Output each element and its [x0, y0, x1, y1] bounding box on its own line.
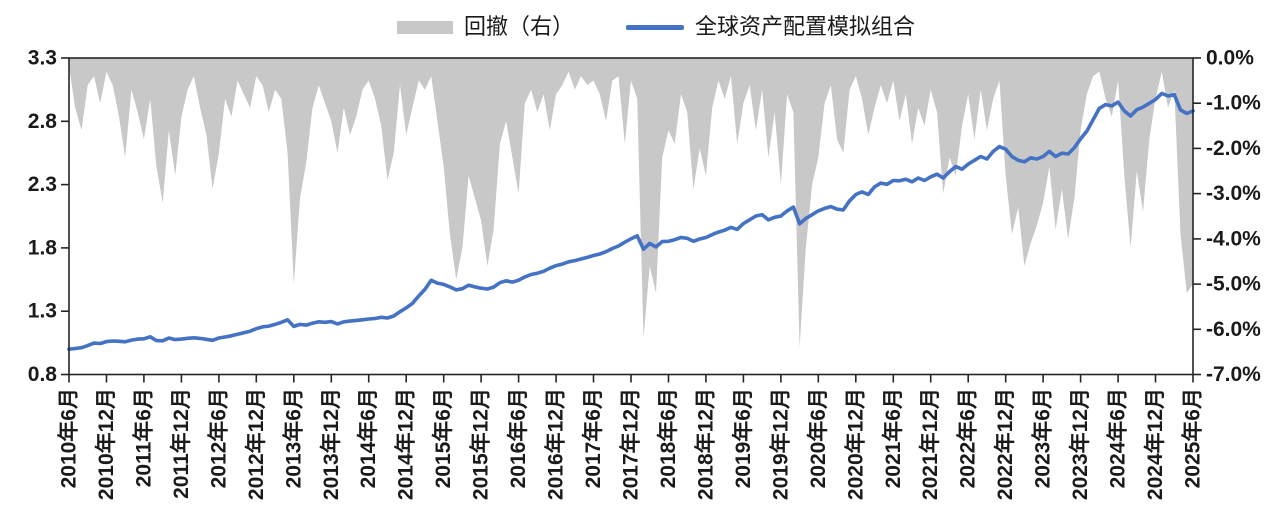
svg-text:2010年12月: 2010年12月	[94, 388, 118, 500]
svg-text:-5.0%: -5.0%	[1206, 273, 1261, 296]
svg-text:2015年6月: 2015年6月	[431, 388, 455, 488]
svg-text:2012年12月: 2012年12月	[244, 388, 268, 500]
svg-text:2017年12月: 2017年12月	[619, 388, 643, 500]
svg-text:2020年12月: 2020年12月	[843, 388, 867, 500]
svg-text:2012年6月: 2012年6月	[206, 388, 230, 488]
right-axis-labels: 0.0% -1.0% -2.0% -3.0% -4.0% -5.0% -6.0% -7.0%	[1206, 47, 1261, 387]
svg-text:2016年6月: 2016年6月	[506, 388, 530, 488]
svg-text:2013年6月: 2013年6月	[281, 388, 305, 488]
svg-text:2020年6月: 2020年6月	[806, 388, 830, 488]
svg-text:2.3: 2.3	[28, 173, 57, 196]
svg-text:2021年12月: 2021年12月	[918, 388, 942, 500]
svg-text:2016年12月: 2016年12月	[544, 388, 568, 500]
svg-text:2019年6月: 2019年6月	[731, 388, 755, 488]
svg-text:2018年6月: 2018年6月	[656, 388, 680, 488]
svg-text:2019年12月: 2019年12月	[768, 388, 792, 500]
svg-text:0.0%: 0.0%	[1206, 47, 1254, 70]
svg-text:2014年6月: 2014年6月	[356, 388, 380, 488]
svg-text:2.8: 2.8	[28, 110, 58, 133]
svg-text:2010年6月: 2010年6月	[57, 388, 81, 488]
svg-text:-6.0%: -6.0%	[1206, 318, 1261, 341]
svg-text:2014年12月: 2014年12月	[394, 388, 418, 500]
portfolio-line-swatch-icon	[626, 24, 684, 30]
svg-text:1.8: 1.8	[28, 236, 58, 259]
svg-text:2023年6月: 2023年6月	[1031, 388, 1055, 488]
svg-text:2011年6月: 2011年6月	[131, 388, 155, 487]
svg-text:2011年12月: 2011年12月	[169, 388, 193, 499]
svg-text:2024年6月: 2024年6月	[1106, 388, 1130, 488]
x-axis-labels: 2010年6月 2010年12月 2011年6月 2011年12月 2012年6月 201…	[57, 388, 1205, 500]
svg-text:0.8: 0.8	[28, 363, 58, 386]
legend-item-drawdown[interactable]: 回撤（右）	[396, 14, 574, 39]
drawdown-area-swatch-icon	[396, 20, 453, 34]
legend-label-portfolio: 全球资产配置模拟组合	[695, 14, 916, 39]
svg-text:2021年6月: 2021年6月	[881, 388, 905, 488]
svg-text:-1.0%: -1.0%	[1206, 92, 1261, 115]
svg-text:1.3: 1.3	[28, 300, 57, 323]
svg-text:3.3: 3.3	[28, 47, 57, 70]
plot-frame	[61, 57, 1201, 383]
svg-text:2017年6月: 2017年6月	[581, 388, 605, 488]
svg-text:2025年6月: 2025年6月	[1181, 388, 1205, 488]
svg-text:2024年12月: 2024年12月	[1143, 388, 1167, 500]
portfolio-line-series	[67, 91, 1195, 352]
legend-item-portfolio[interactable]: 全球资产配置模拟组合	[626, 16, 915, 38]
svg-text:2013年12月: 2013年12月	[319, 388, 343, 500]
svg-text:-7.0%: -7.0%	[1206, 363, 1261, 386]
legend: 回撤（右） 全球资产配置模拟组合	[14, 16, 1284, 38]
svg-text:2023年12月: 2023年12月	[1068, 388, 1092, 500]
drawdown-area-series	[69, 58, 1193, 348]
svg-text:2022年12月: 2022年12月	[993, 388, 1017, 500]
legend-label-drawdown: 回撤（右）	[463, 14, 574, 39]
svg-text:2015年12月: 2015年12月	[469, 388, 493, 500]
svg-text:-4.0%: -4.0%	[1206, 227, 1261, 250]
svg-text:-2.0%: -2.0%	[1206, 137, 1261, 160]
svg-text:2022年6月: 2022年6月	[956, 388, 980, 488]
svg-text:2018年12月: 2018年12月	[693, 388, 717, 500]
svg-text:-3.0%: -3.0%	[1206, 182, 1261, 205]
left-axis-labels: 3.3 2.8 2.3 1.8 1.3 0.8	[28, 47, 58, 387]
